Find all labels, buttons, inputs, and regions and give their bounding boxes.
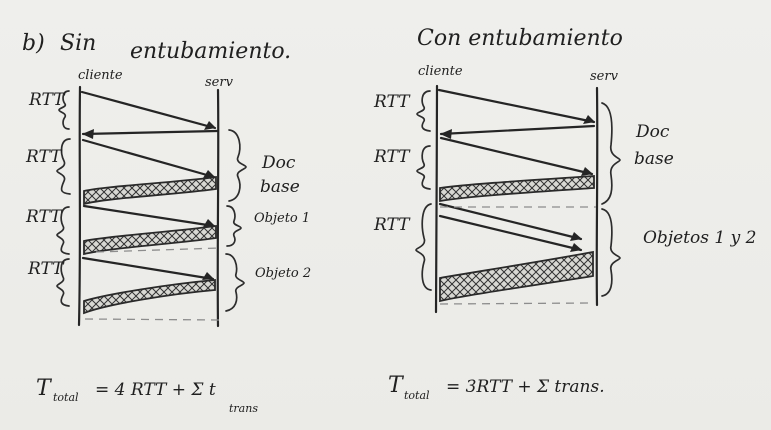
left-formula-sub: total xyxy=(53,391,79,404)
left-message-lines xyxy=(80,90,219,281)
left-transmission-band-1 xyxy=(83,175,217,206)
left-phase-braces xyxy=(225,129,247,312)
right-server-timeline xyxy=(595,86,599,307)
right-transmission-bands xyxy=(439,175,595,303)
right-formula-lead: T xyxy=(388,373,405,398)
right-formula-sub: total xyxy=(404,389,430,402)
right-transmission-band-2 xyxy=(439,250,594,303)
left-object1-brace xyxy=(226,205,242,247)
left-rtt-brace-1 xyxy=(58,90,70,130)
left-server-timeline xyxy=(216,88,220,328)
right-objects-brace xyxy=(601,208,621,297)
left-request-2-arrowhead xyxy=(203,170,215,178)
left-rtt-label-4: RTT xyxy=(27,259,65,279)
right-base-label-2: base xyxy=(634,149,674,169)
right-response-1-arrowhead xyxy=(440,129,452,139)
left-transmission-band-3 xyxy=(83,279,216,315)
left-rtt-brace-4 xyxy=(56,258,70,307)
left-request-1 xyxy=(80,90,217,130)
right-formula-mid: = 3RTT + Σ trans. xyxy=(446,377,605,397)
left-formula-tail: trans xyxy=(229,402,258,415)
right-rtt-label-2: RTT xyxy=(373,147,411,167)
left-request-2 xyxy=(81,138,216,179)
right-base-label-1: Doc xyxy=(635,122,670,142)
left-title-word2: entubamiento. xyxy=(130,39,291,64)
right-request-2-arrowhead xyxy=(581,167,593,176)
right-request-3b xyxy=(438,214,583,252)
right-client-label: cliente xyxy=(418,64,463,79)
left-request-4-arrowhead xyxy=(202,272,214,280)
right-rtt-brace-1 xyxy=(416,90,431,132)
left-request-4 xyxy=(81,256,215,281)
right-request-2 xyxy=(439,136,594,176)
left-formula-lead: T xyxy=(36,376,53,401)
left-response-1-arrowhead xyxy=(82,129,94,139)
left-request-3 xyxy=(82,204,216,228)
right-dashed-guide-2 xyxy=(439,302,592,305)
left-dashed-guide-1 xyxy=(95,247,221,253)
right-phase-braces xyxy=(601,102,621,297)
left-rtt-braces xyxy=(56,90,71,307)
left-base-label-2: base xyxy=(260,177,300,197)
right-request-3a-arrowhead xyxy=(570,232,582,241)
left-transmission-bands xyxy=(83,175,217,315)
left-rtt-brace-3 xyxy=(56,206,70,255)
left-formula-mid: = 4 RTT + Σ t xyxy=(95,380,216,400)
right-request-1-arrowhead xyxy=(583,115,595,124)
left-rtt-label-3: RTT xyxy=(25,207,63,227)
right-title: Con entubamiento xyxy=(417,26,623,51)
right-rtt-brace-3 xyxy=(415,203,432,291)
left-request-3-arrowhead xyxy=(203,219,215,227)
right-client-timeline xyxy=(434,84,439,314)
right-message-lines xyxy=(437,88,596,252)
right-formula: T total = 3RTT + Σ trans. xyxy=(388,373,605,402)
right-server-label: serv xyxy=(590,69,619,84)
right-request-1 xyxy=(437,88,596,124)
right-rtt-braces xyxy=(415,90,432,291)
left-server-label: serv xyxy=(205,75,234,90)
right-rtt-brace-2 xyxy=(416,145,431,190)
left-object2-brace xyxy=(225,253,245,312)
left-response-1 xyxy=(81,129,219,136)
right-request-3b-arrowhead xyxy=(570,243,582,252)
right-objects-label: Objetos 1 y 2 xyxy=(643,228,756,248)
left-object2-label: Objeto 2 xyxy=(255,266,311,281)
right-transmission-band-1 xyxy=(439,175,595,203)
left-base-brace xyxy=(228,129,247,202)
left-title-prefix: b) xyxy=(22,31,45,56)
left-title-word1: Sin xyxy=(60,31,96,56)
left-base-label-1: Doc xyxy=(261,153,296,173)
right-request-3a xyxy=(438,202,583,241)
left-transmission-band-2 xyxy=(83,224,217,256)
left-rtt-label-1: RTT xyxy=(28,90,66,110)
left-client-label: cliente xyxy=(78,68,123,83)
right-response-1 xyxy=(439,124,596,136)
left-client-timeline xyxy=(77,85,82,327)
left-object1-label: Objeto 1 xyxy=(254,211,310,226)
left-rtt-brace-2 xyxy=(56,138,71,195)
left-title: b) Sin entubamiento. xyxy=(22,31,291,64)
right-base-brace xyxy=(601,102,621,205)
left-dashed-guide-2 xyxy=(84,318,224,321)
right-rtt-label-1: RTT xyxy=(373,92,411,112)
right-rtt-label-3: RTT xyxy=(373,215,411,235)
left-rtt-label-2: RTT xyxy=(25,147,63,167)
left-request-1-arrowhead xyxy=(204,121,216,130)
left-formula: T total = 4 RTT + Σ t trans xyxy=(36,376,258,415)
